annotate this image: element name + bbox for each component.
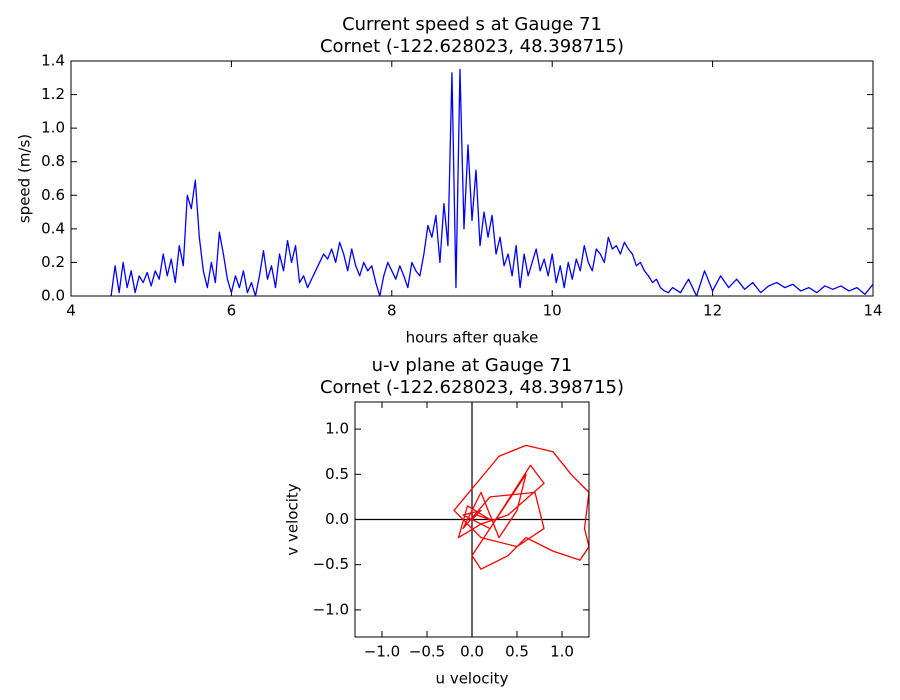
y-tick-label: 1.0 xyxy=(325,420,349,438)
data-line xyxy=(453,444,590,570)
x-tick-label: 14 xyxy=(863,302,882,320)
y-axis-label: speed (m/s) xyxy=(16,134,34,223)
chart-subtitle: Cornet (-122.628023, 48.398715) xyxy=(320,377,624,398)
y-axis-label: v velocity xyxy=(284,483,302,555)
x-tick-label: 12 xyxy=(703,302,722,320)
chart-title: u-v plane at Gauge 71 xyxy=(372,355,573,376)
y-tick-label: 0.0 xyxy=(325,510,349,528)
x-tick-label: 1.0 xyxy=(550,643,574,661)
x-tick-label: 0.0 xyxy=(460,643,484,661)
x-tick-label: 10 xyxy=(543,302,562,320)
y-tick-label: 0.4 xyxy=(41,219,65,237)
chart-subtitle: Cornet (-122.628023, 48.398715) xyxy=(320,36,624,57)
x-tick-label: −1.0 xyxy=(364,643,400,661)
x-tick-label: 4 xyxy=(66,302,76,320)
x-axis-label: u velocity xyxy=(436,670,509,688)
y-tick-label: 0.5 xyxy=(325,465,349,483)
axes-frame xyxy=(354,401,590,638)
y-tick-label: 0.8 xyxy=(41,152,65,170)
x-axis-label: hours after quake xyxy=(406,329,539,347)
y-tick-label: −1.0 xyxy=(313,600,349,618)
y-tick-label: 0.0 xyxy=(41,287,65,305)
x-tick-label: 8 xyxy=(387,302,397,320)
y-tick-label: 0.2 xyxy=(41,253,65,271)
x-tick-label: −0.5 xyxy=(409,643,445,661)
x-tick-label: 0.5 xyxy=(505,643,529,661)
x-tick-label: 6 xyxy=(227,302,237,320)
y-tick-label: −0.5 xyxy=(313,555,349,573)
y-tick-label: 0.6 xyxy=(41,186,65,204)
y-tick-label: 1.4 xyxy=(41,52,65,70)
y-tick-label: 1.2 xyxy=(41,85,65,103)
data-line xyxy=(110,68,874,297)
y-tick-label: 1.0 xyxy=(41,119,65,137)
axes-frame xyxy=(70,60,874,297)
chart-title: Current speed s at Gauge 71 xyxy=(342,14,602,35)
